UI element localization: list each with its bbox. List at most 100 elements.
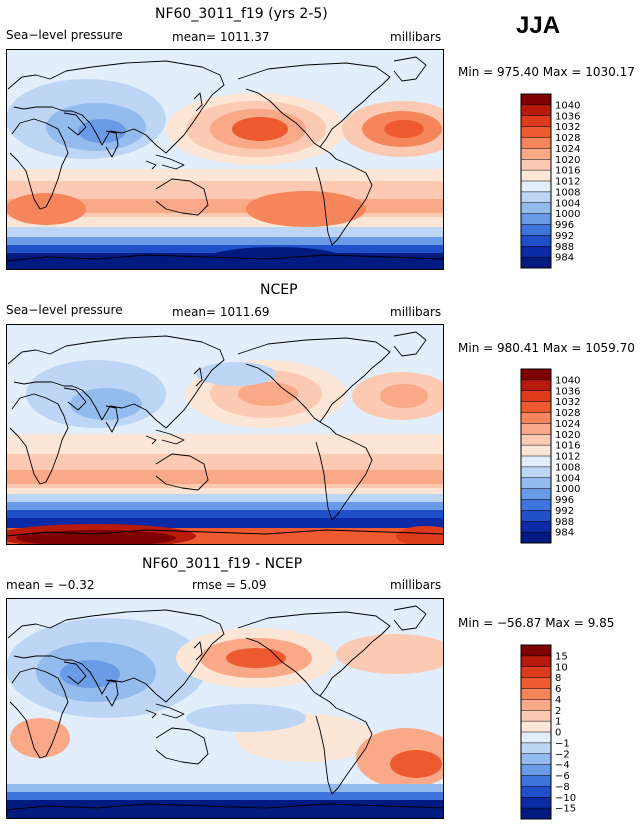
panel1-colorbar-swatch xyxy=(521,235,551,247)
atlantic-high xyxy=(384,120,424,138)
panel3-colorbar-label: −15 xyxy=(555,804,576,815)
panel2-colorbar-swatch xyxy=(521,466,551,479)
southern-band xyxy=(6,237,444,247)
panel2-colorbar-swatch xyxy=(521,510,551,522)
panel1-colorbar-swatch xyxy=(521,137,551,149)
difference-low xyxy=(186,704,306,732)
panel1-colorbar-swatch xyxy=(521,246,551,258)
panel2-mean-label: mean= 1011.69 xyxy=(172,305,270,319)
south-pacific-high xyxy=(246,191,366,227)
panel3-title: NF60_3011_f19 - NCEP xyxy=(142,556,303,572)
antarctic-high xyxy=(396,526,444,545)
difference-high xyxy=(10,718,70,758)
panel2-colorbar-swatch xyxy=(521,379,551,392)
panel2-colorbar-swatch xyxy=(521,434,551,446)
panel2-colorbar-label: 1012 xyxy=(555,452,580,463)
panel1-colorbar-swatch xyxy=(521,104,551,117)
panel1-colorbar-swatch xyxy=(521,257,551,269)
southern-band xyxy=(6,510,444,520)
panel3-colorbar-swatch xyxy=(521,742,551,755)
panel3-colorbar-swatch xyxy=(521,732,551,744)
panel3-colorbar-label: 1 xyxy=(555,717,561,728)
panel3-colorbar-swatch xyxy=(521,645,551,657)
panel1-colorbar-swatch xyxy=(521,224,551,236)
southern-band xyxy=(6,494,444,504)
panel2-colorbar-label: 1040 xyxy=(555,375,580,386)
panel1-colorbar-label: 1012 xyxy=(555,177,580,188)
panel2-colorbar-label: 1020 xyxy=(555,430,580,441)
panel2-colorbar-label: 1000 xyxy=(555,484,580,495)
difference-high xyxy=(226,648,286,668)
south-indian-high xyxy=(6,193,86,225)
panel2-colorbar-swatch xyxy=(521,369,551,381)
panel1-colorbar: 1040103610321028102410201016101210081004… xyxy=(520,93,580,269)
panel3-colorbar-swatch xyxy=(521,808,551,820)
panel2-colorbar-swatch xyxy=(521,412,551,424)
panel3-colorbar-swatch xyxy=(521,764,551,776)
panel2-colorbar-label: 1032 xyxy=(555,397,580,408)
panel3-colorbar-label: 8 xyxy=(555,673,561,684)
panel2-minmax: Min = 980.41 Max = 1059.70 xyxy=(458,341,635,355)
panel2-colorbar-swatch xyxy=(521,532,551,544)
panel1-colorbar-label: 1036 xyxy=(555,111,580,122)
panel2-colorbar-label: 1036 xyxy=(555,386,580,397)
panel1-colorbar-swatch xyxy=(521,126,551,138)
panel1-map xyxy=(6,49,444,270)
panel3-colorbar-swatch xyxy=(521,666,551,679)
panel1-mean-label: mean= 1011.37 xyxy=(172,30,270,44)
panel1-colorbar-label: 1008 xyxy=(555,187,580,198)
panel3-colorbar-label: −6 xyxy=(555,771,570,782)
panel3-colorbar-swatch xyxy=(521,721,551,733)
panel3-rmse-label: rmse = 5.09 xyxy=(192,578,267,592)
panel1-colorbar-swatch xyxy=(521,94,551,106)
panel3-colorbar-swatch xyxy=(521,677,551,689)
panel3-colorbar-label: −2 xyxy=(555,749,570,760)
asian-low xyxy=(70,388,142,420)
panel2-colorbar-swatch xyxy=(521,499,551,511)
difference-high xyxy=(336,634,444,674)
panel1-colorbar-label: 1024 xyxy=(555,144,580,155)
panel2-colorbar-swatch xyxy=(521,445,551,457)
panel3-colorbar-swatch xyxy=(521,655,551,668)
panel1-variable-label: Sea−level pressure xyxy=(6,28,123,42)
map-frame xyxy=(6,598,444,819)
panel3-colorbar-swatch xyxy=(521,688,551,700)
panel3-colorbar-label: 0 xyxy=(555,728,561,739)
panel3-colorbar-label: −8 xyxy=(555,782,570,793)
southern-band xyxy=(6,227,444,239)
panel1-colorbar-label: 992 xyxy=(555,231,574,242)
subtropical-band xyxy=(6,470,444,484)
panel2-colorbar-swatch xyxy=(521,456,551,468)
panel3-units-label: millibars xyxy=(390,578,442,592)
panel2-colorbar-label: 988 xyxy=(555,517,574,528)
panel1-colorbar-swatch xyxy=(521,213,551,225)
panel3-colorbar-swatch xyxy=(521,753,551,766)
pacific-high xyxy=(232,117,288,141)
season-label: JJA xyxy=(516,12,561,39)
southern-band xyxy=(6,784,444,794)
panel3-colorbar-label: 10 xyxy=(555,662,568,673)
southern-band xyxy=(6,502,444,512)
panel1-colorbar-label: 1032 xyxy=(555,122,580,133)
panel3-colorbar-label: 6 xyxy=(555,684,561,695)
southern-band xyxy=(6,800,444,819)
atlantic-high xyxy=(380,384,428,408)
panel2-colorbar-label: 1004 xyxy=(555,473,580,484)
panel2-colorbar-label: 992 xyxy=(555,506,574,517)
pacific-high xyxy=(238,382,298,406)
antarctic-high xyxy=(16,530,176,545)
panel1-colorbar-swatch xyxy=(521,181,551,193)
panel2-colorbar-label: 1016 xyxy=(555,441,580,452)
panel2-colorbar-label: 984 xyxy=(555,528,574,539)
panel1-colorbar-label: 996 xyxy=(555,220,574,231)
panel1-colorbar-label: 1000 xyxy=(555,209,580,220)
southern-band xyxy=(6,245,444,255)
panel2-colorbar-swatch xyxy=(521,401,551,413)
panel2-colorbar-swatch xyxy=(521,390,551,403)
panel1-colorbar-swatch xyxy=(521,148,551,160)
panel2-colorbar-swatch xyxy=(521,488,551,500)
panel2-colorbar-swatch xyxy=(521,521,551,533)
panel2-colorbar-label: 996 xyxy=(555,495,574,506)
panel1-colorbar-swatch xyxy=(521,202,551,215)
